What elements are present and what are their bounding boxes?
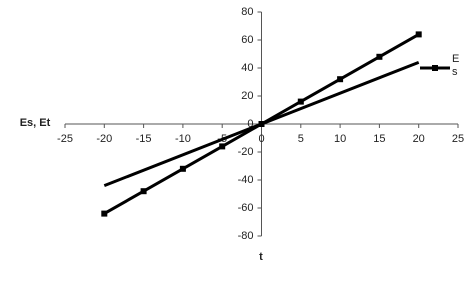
y-tick-label: 60	[241, 34, 253, 46]
y-tick-label: 0	[247, 118, 253, 130]
y-axis-label: Es, Et	[20, 117, 51, 129]
x-tick-label: 15	[373, 133, 385, 145]
x-tick-label: -15	[136, 133, 152, 145]
data-point	[297, 98, 304, 105]
y-tick-label: -60	[238, 202, 254, 214]
data-point	[219, 143, 226, 150]
y-tick-label: 40	[241, 62, 253, 74]
x-tick-label: -10	[175, 133, 191, 145]
y-tick-label: 80	[241, 6, 253, 18]
y-tick-label: -20	[238, 146, 254, 158]
x-tick-label: -20	[96, 133, 112, 145]
x-tick-label: 0	[258, 133, 264, 145]
data-point	[179, 165, 186, 172]
legend-marker	[432, 65, 438, 71]
x-tick-label: 10	[334, 133, 346, 145]
x-tick-label: -25	[57, 133, 73, 145]
x-tick-label: 25	[452, 133, 464, 145]
data-point	[415, 31, 422, 38]
legend-label: Es	[452, 53, 460, 78]
y-tick-label: -80	[238, 230, 254, 242]
y-tick-label: 20	[241, 90, 253, 102]
x-tick-label: 20	[413, 133, 425, 145]
data-point	[101, 210, 108, 217]
data-point	[376, 53, 383, 60]
x-tick-label: 5	[298, 133, 304, 145]
data-point	[337, 76, 344, 83]
y-tick-label: -40	[238, 174, 254, 186]
x-axis-label: t	[259, 251, 263, 263]
series-line	[103, 61, 420, 187]
data-point	[140, 188, 147, 195]
